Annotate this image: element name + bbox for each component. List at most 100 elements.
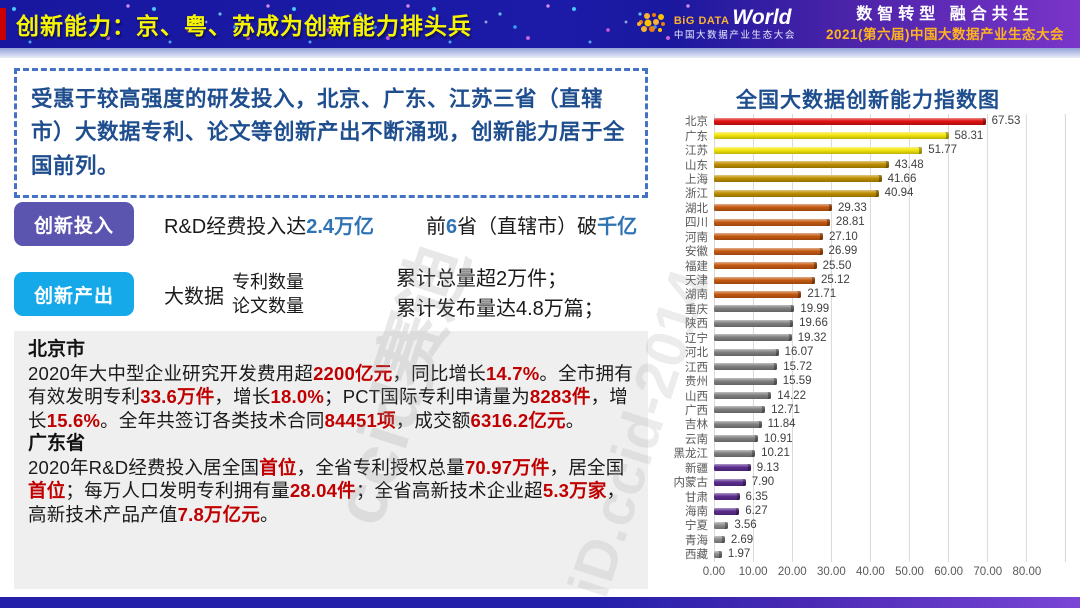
chart-bar	[714, 334, 792, 342]
header-right-group: BiG DATA World 中国大数据产业生态大会 数智转型 融合共生 202…	[631, 6, 1080, 42]
chart-row: 湖南 21.71	[662, 287, 1076, 301]
chart-category-label: 江西	[685, 361, 708, 374]
output-result-line: 累计总量超2万件；	[396, 268, 568, 290]
chart-bar-zone: 2.69	[714, 533, 1076, 547]
chart-bar	[714, 348, 779, 356]
bar-chart: 北京 67.53 广东 58.31 江苏 51.77 山东 43.48 上海 41.66 浙江 40.…	[662, 114, 1076, 586]
chart-bar	[714, 449, 756, 457]
output-results: 累计总量超2万件； 累计发布量达4.8万篇；	[396, 264, 604, 324]
chart-bar-zone: 67.53	[714, 114, 1076, 128]
chart-category-label: 安徽	[685, 246, 708, 259]
chart-bar	[714, 189, 879, 197]
chart-row: 江苏 51.77	[662, 143, 1076, 157]
chart-bar-zone: 58.31	[714, 128, 1076, 142]
x-tick-label: 30.00	[816, 566, 846, 578]
chart-bar-zone: 1.97	[714, 547, 1076, 561]
chart-category-label: 甘肃	[685, 491, 708, 504]
chart-row: 安徽 26.99	[662, 244, 1076, 258]
chart-value-label: 10.91	[763, 432, 793, 445]
chart-bar-zone: 12.71	[714, 403, 1076, 417]
text-segment: 2.4万亿	[306, 215, 375, 238]
chart-category-label: 云南	[685, 433, 708, 446]
x-tick-label: 0.00	[702, 566, 726, 578]
chart-bar	[714, 233, 823, 241]
chart-bar	[714, 478, 746, 486]
x-tick-label: 80.00	[1012, 566, 1042, 578]
chart-bar	[714, 550, 722, 558]
chart-bar	[714, 521, 729, 529]
chart-bar-zone: 15.72	[714, 359, 1076, 373]
chart-bar	[714, 464, 751, 472]
header-divider-strip	[0, 48, 1080, 58]
beijing-title: 北京市	[28, 339, 86, 360]
chart-bar-zone: 6.35	[714, 489, 1076, 503]
chart-row: 浙江 40.94	[662, 186, 1076, 200]
text-segment: 18.0%	[270, 386, 324, 407]
chart-bar	[714, 406, 766, 414]
chart-value-label: 6.35	[745, 490, 768, 503]
chart-value-label: 19.66	[799, 317, 828, 330]
chart-bar	[714, 435, 758, 443]
chart-category-label: 河北	[685, 347, 708, 360]
chart-row: 四川 28.81	[662, 215, 1076, 229]
text-segment: 15.6%	[46, 409, 101, 431]
input-stat-2: 前6省（直辖市）破千亿	[426, 210, 637, 239]
chart-category-label: 广东	[685, 130, 708, 143]
chart-category-label: 浙江	[685, 188, 708, 201]
chart-category-label: 黑龙江	[673, 448, 709, 461]
chart-row: 陕西 19.66	[662, 316, 1076, 330]
chart-value-label: 15.72	[783, 360, 812, 373]
text-segment: ；每万人口发明专利拥有量	[65, 480, 290, 501]
chart-category-label: 四川	[685, 217, 708, 230]
chart-bar	[714, 420, 762, 428]
chart-row: 河南 27.10	[662, 230, 1076, 244]
chart-value-label: 10.21	[761, 447, 790, 460]
chart-row: 山西 14.22	[662, 388, 1076, 403]
chart-bar-zone: 9.13	[714, 461, 1076, 475]
chart-row: 青海 2.69	[662, 533, 1076, 547]
chart-value-label: 12.71	[771, 403, 800, 416]
output-stack-item: 论文数量	[232, 296, 304, 316]
innovation-output-badge: 创新产出	[14, 272, 134, 316]
chart-bar	[714, 175, 882, 183]
chart-bar	[714, 290, 802, 298]
text-segment: 首位	[28, 480, 66, 501]
input-stat-1: R&D经费投入达2.4万亿	[164, 210, 374, 239]
chart-bar	[714, 117, 986, 125]
chart-value-label: 7.90	[751, 476, 775, 489]
chart-row: 新疆 9.13	[662, 461, 1076, 475]
chart-value-label: 19.99	[800, 302, 830, 315]
text-segment: 。全市拥有有效发明专利	[28, 362, 633, 408]
chart-rows: 北京 67.53 广东 58.31 江苏 51.77 山东 43.48 上海 41.66 浙江 40.…	[662, 114, 1076, 562]
text-segment: 7.8万亿元	[177, 503, 261, 525]
text-segment: 8283件	[529, 386, 591, 407]
chart-bar	[714, 392, 772, 400]
bigdata-world-logo: BiG DATA World 中国大数据产业生态大会	[631, 7, 796, 41]
text-segment: 前	[426, 215, 447, 238]
chart-bar	[714, 493, 740, 501]
text-segment: 2020年R&D经费投入居全国	[28, 456, 260, 478]
page-title: 创新能力：京、粤、苏成为创新能力排头兵	[16, 13, 472, 39]
chart-bar	[714, 305, 795, 313]
chart-category-label: 河南	[685, 231, 708, 244]
chart-row: 西藏 1.97	[662, 547, 1076, 561]
text-segment: ；全省高新技术企业超	[355, 480, 543, 501]
header-accent-bar	[0, 8, 6, 40]
chart-bar-zone: 29.33	[714, 201, 1076, 215]
chart-bar-zone: 40.94	[714, 186, 1076, 200]
chart-bar-zone: 28.81	[714, 215, 1076, 229]
chart-category-label: 青海	[685, 534, 708, 547]
chart-bar-zone: 10.21	[714, 446, 1076, 460]
chart-bar-zone: 19.99	[714, 302, 1076, 316]
logo-text: BiG DATA World 中国大数据产业生态大会	[674, 7, 796, 41]
chart-row: 广东 58.31	[662, 128, 1076, 143]
chart-bar	[714, 204, 832, 212]
chart-value-label: 15.59	[782, 375, 812, 388]
chart-row: 广西 12.71	[662, 403, 1076, 417]
text-segment: 5.3万家	[542, 480, 607, 501]
chart-value-label: 14.22	[777, 389, 806, 402]
text-segment: 33.6万件	[140, 386, 215, 407]
text-segment: 70.97万件	[464, 456, 550, 478]
chart-value-label: 28.81	[835, 216, 865, 229]
chart-value-label: 67.53	[991, 115, 1021, 128]
